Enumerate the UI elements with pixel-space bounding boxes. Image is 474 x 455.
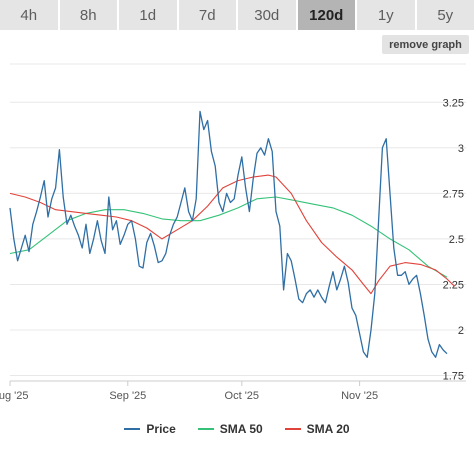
legend-swatch — [284, 428, 301, 430]
x-tick-label: Sep '25 — [109, 390, 146, 402]
legend-label: SMA 50 — [219, 422, 263, 436]
series-line-price — [9, 110, 448, 358]
series-line-sma-50 — [9, 196, 448, 278]
tab-1d[interactable]: 1d — [119, 0, 179, 30]
tab-7d[interactable]: 7d — [179, 0, 238, 30]
x-tick-label: Nov '25 — [341, 390, 378, 402]
tab-30d[interactable]: 30d — [238, 0, 298, 30]
legend-label: Price — [146, 422, 176, 436]
legend-label: SMA 20 — [306, 422, 350, 436]
tab-4h[interactable]: 4h — [0, 0, 60, 30]
y-tick-label: 2.5 — [449, 234, 464, 246]
y-gridlines — [10, 63, 466, 377]
legend-item-sma-50[interactable]: SMA 50 — [197, 422, 263, 436]
timeframe-tabs: 4h 8h 1d 7d 30d 120d 1y 5y — [0, 0, 474, 30]
legend-swatch — [124, 428, 141, 430]
tab-8h[interactable]: 8h — [60, 0, 119, 30]
legend-item-price[interactable]: Price — [124, 422, 176, 436]
x-tick-label: Oct '25 — [225, 390, 260, 402]
tab-5y[interactable]: 5y — [437, 6, 454, 24]
x-tick-label: Aug '25 — [0, 390, 28, 402]
tab-1y[interactable]: 1y — [357, 0, 417, 30]
chart-legend: Price SMA 50 SMA 20 — [0, 418, 474, 440]
y-tick-label: 1.75 — [443, 371, 464, 383]
y-tick-label: 2.75 — [443, 188, 464, 200]
tab-120d[interactable]: 120d — [297, 0, 357, 30]
y-tick-label: 3 — [458, 143, 464, 155]
remove-graph-button[interactable]: remove graph — [382, 35, 469, 54]
legend-swatch — [197, 428, 214, 430]
legend-item-sma-20[interactable]: SMA 20 — [284, 422, 350, 436]
y-tick-label: 3.25 — [443, 97, 464, 109]
y-tick-label: 2 — [458, 325, 464, 337]
